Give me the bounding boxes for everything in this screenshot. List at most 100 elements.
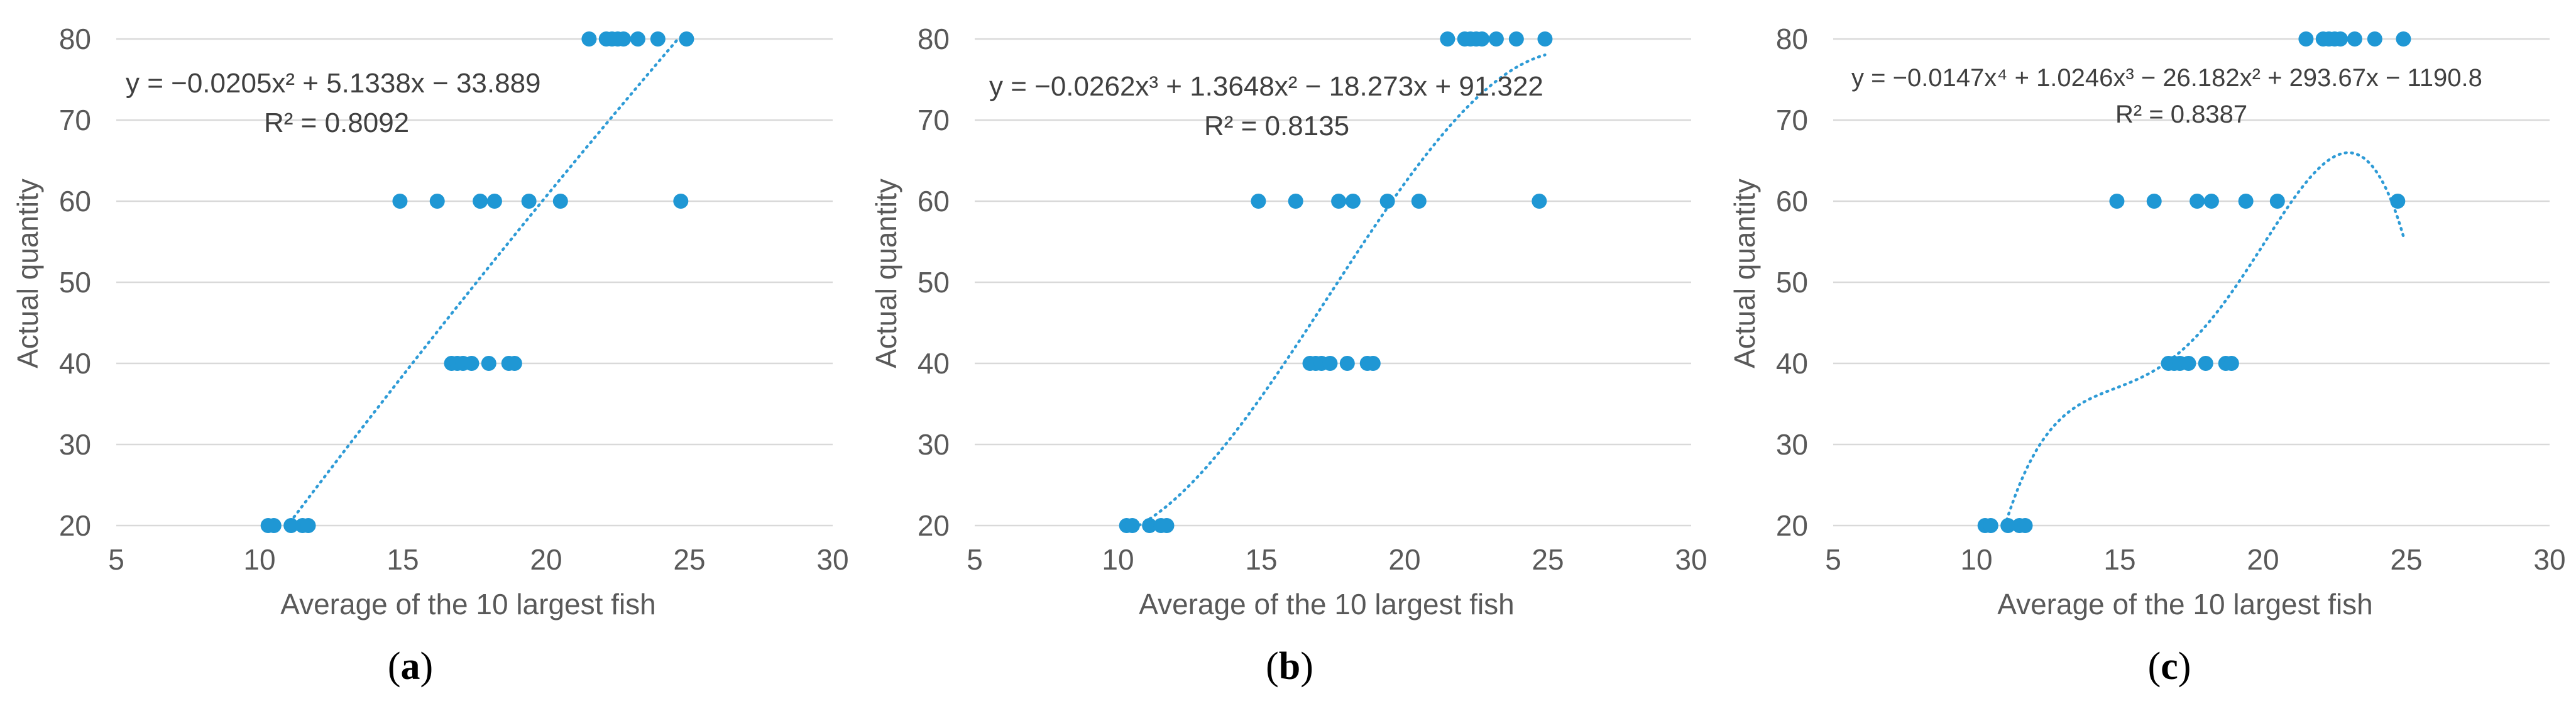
y-tick-label: 80 — [59, 23, 91, 55]
data-point — [1474, 31, 1490, 47]
data-point — [266, 518, 282, 533]
y-tick-label: 50 — [1776, 266, 1808, 299]
x-axis-title: Average of the 10 largest fish — [1997, 588, 2373, 621]
data-point — [1508, 31, 1524, 47]
data-point — [2190, 194, 2205, 209]
x-axis-title: Average of the 10 largest fish — [1139, 588, 1515, 621]
data-point — [1532, 194, 1547, 209]
data-point — [2298, 31, 2314, 47]
y-tick-label: 70 — [918, 104, 950, 136]
trendline-equation: y = −0.0147x⁴ + 1.0246x³ − 26.182x² + 29… — [1851, 64, 2482, 92]
data-point — [486, 194, 502, 209]
data-point — [2238, 194, 2254, 209]
y-tick-label: 30 — [59, 428, 91, 461]
y-tick-label: 40 — [1776, 347, 1808, 380]
data-point — [1159, 518, 1175, 533]
data-point — [481, 356, 496, 371]
data-point — [2333, 31, 2349, 47]
trendline-equation: y = −0.0262x³ + 1.3648x² − 18.273x + 91.… — [989, 71, 1543, 102]
x-tick-label: 20 — [2247, 543, 2279, 576]
data-point — [2198, 356, 2213, 371]
data-point — [2109, 194, 2125, 209]
x-tick-label: 20 — [530, 543, 562, 576]
data-point — [2000, 518, 2016, 533]
x-tick-label: 25 — [673, 543, 705, 576]
y-tick-label: 50 — [59, 266, 91, 299]
y-tick-label: 80 — [1776, 23, 1808, 55]
y-tick-label: 60 — [918, 185, 950, 218]
x-tick-label: 10 — [243, 543, 275, 576]
r-squared-label: R² = 0.8387 — [2115, 101, 2247, 128]
data-point — [283, 518, 299, 533]
data-point — [1322, 356, 1338, 371]
data-point — [2181, 356, 2196, 371]
data-point — [616, 31, 632, 47]
subfigure-label: (b) — [1266, 645, 1313, 688]
y-tick-label: 20 — [918, 509, 950, 542]
data-point — [1365, 356, 1381, 371]
y-tick-label: 40 — [918, 347, 950, 380]
y-tick-label: 40 — [59, 347, 91, 380]
data-point — [552, 194, 568, 209]
chart-panel-c: 20 30 40 50 60 70 80 5 10 15 20 25 30 Actual quanti… — [1717, 0, 2575, 706]
data-point — [2223, 356, 2239, 371]
x-tick-label: 10 — [1102, 543, 1134, 576]
data-point — [650, 31, 666, 47]
x-tick-label: 5 — [967, 543, 983, 576]
subfigure-letter: b — [1279, 645, 1300, 688]
data-point — [1331, 194, 1347, 209]
scatter-chart-a: 20 30 40 50 60 70 80 5 10 15 20 25 30 Actual quanti… — [11, 23, 849, 688]
data-point — [1488, 31, 1504, 47]
data-point — [679, 31, 694, 47]
data-point — [630, 31, 645, 47]
y-tick-label: 70 — [59, 104, 91, 136]
x-tick-label: 5 — [1825, 543, 1841, 576]
x-tick-label: 15 — [1245, 543, 1277, 576]
data-point — [2347, 31, 2362, 47]
y-tick-label: 30 — [918, 428, 950, 461]
x-tick-label: 5 — [108, 543, 124, 576]
data-point — [581, 31, 597, 47]
subfigure-label: (c) — [2148, 645, 2191, 688]
r-squared-label: R² = 0.8135 — [1204, 111, 1349, 141]
data-point — [300, 518, 316, 533]
data-point — [1288, 194, 1303, 209]
x-tick-label: 30 — [1675, 543, 1707, 576]
trendline-equation: y = −0.0205x² + 5.1338x − 33.889 — [126, 68, 541, 99]
trendline — [2002, 151, 2405, 527]
y-tick-label: 50 — [918, 266, 950, 299]
x-tick-label: 30 — [816, 543, 848, 576]
data-point — [1251, 194, 1266, 209]
data-point — [2203, 194, 2219, 209]
data-point — [1142, 518, 1158, 533]
data-point — [464, 356, 480, 371]
data-point — [1440, 31, 1455, 47]
scatter-chart-c: 20 30 40 50 60 70 80 5 10 15 20 25 30 Actual quanti… — [1728, 23, 2566, 688]
subfigure-letter: c — [2161, 645, 2178, 688]
data-point — [1124, 518, 1140, 533]
data-point — [2017, 518, 2033, 533]
x-tick-label: 25 — [1532, 543, 1564, 576]
data-point — [673, 194, 689, 209]
trendline — [283, 37, 688, 527]
y-tick-label: 30 — [1776, 428, 1808, 461]
x-tick-label: 20 — [1388, 543, 1420, 576]
y-axis-title: Actual quantity — [11, 179, 44, 368]
y-tick-label: 20 — [1776, 509, 1808, 542]
x-tick-label: 30 — [2533, 543, 2565, 576]
data-point — [2367, 31, 2382, 47]
data-point — [1411, 194, 1427, 209]
r-squared-label: R² = 0.8092 — [264, 108, 409, 138]
y-axis-title: Actual quantity — [870, 179, 902, 368]
y-tick-label: 70 — [1776, 104, 1808, 136]
x-tick-label: 25 — [2390, 543, 2422, 576]
data-point — [1339, 356, 1355, 371]
x-axis-title: Average of the 10 largest fish — [280, 588, 656, 621]
data-point — [392, 194, 408, 209]
data-point — [473, 194, 488, 209]
chart-panel-b: 20 30 40 50 60 70 80 5 10 15 20 25 30 Actual quanti… — [858, 0, 1717, 706]
data-point — [1379, 194, 1395, 209]
subfigure-letter: a — [401, 645, 420, 688]
x-tick-label: 15 — [2103, 543, 2135, 576]
data-point — [1537, 31, 1553, 47]
